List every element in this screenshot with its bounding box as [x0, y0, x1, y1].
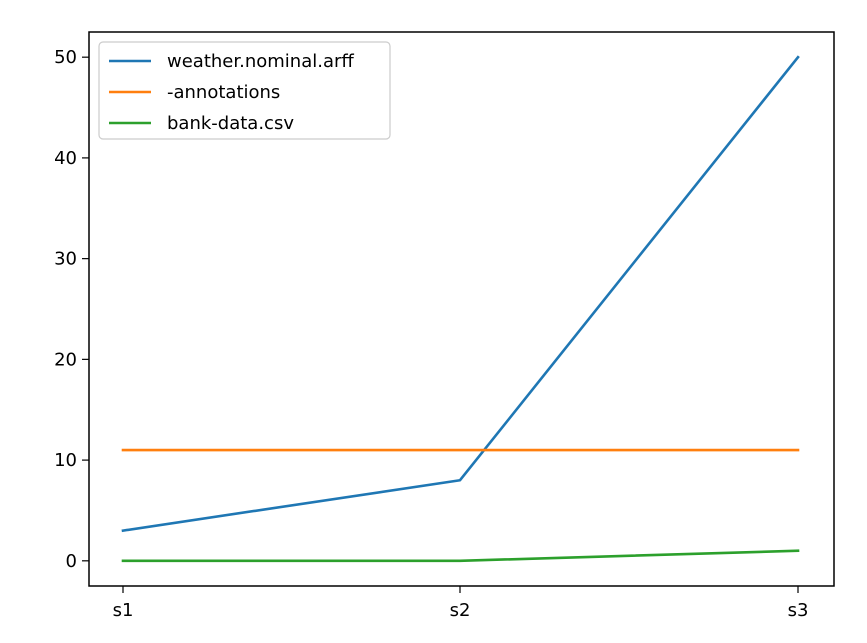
x-tick-label: s1: [113, 600, 134, 621]
x-axis: s1 s2 s3: [113, 586, 809, 621]
legend: weather.nominal.arff -annotations bank-dat…: [98, 41, 391, 140]
y-axis: 0 10 20 30 40 50: [54, 47, 89, 572]
legend-label: weather.nominal.arff: [167, 51, 354, 72]
plot-frame: [88, 31, 835, 587]
y-tick-label: 50: [54, 47, 77, 68]
y-tick-label: 20: [54, 349, 77, 370]
series-lines: [121, 55, 800, 563]
series-line-1: [121, 55, 800, 533]
x-tick-label: s2: [450, 600, 471, 621]
x-tick-label: s3: [788, 600, 809, 621]
y-tick-label: 0: [66, 551, 77, 572]
series-line-3: [121, 549, 800, 563]
legend-label: -annotations: [167, 82, 280, 103]
y-tick-label: 30: [54, 249, 77, 270]
y-tick-label: 40: [54, 148, 77, 169]
y-tick-label: 10: [54, 450, 77, 471]
legend-box: [98, 41, 391, 140]
legend-label: bank-data.csv: [167, 113, 294, 134]
